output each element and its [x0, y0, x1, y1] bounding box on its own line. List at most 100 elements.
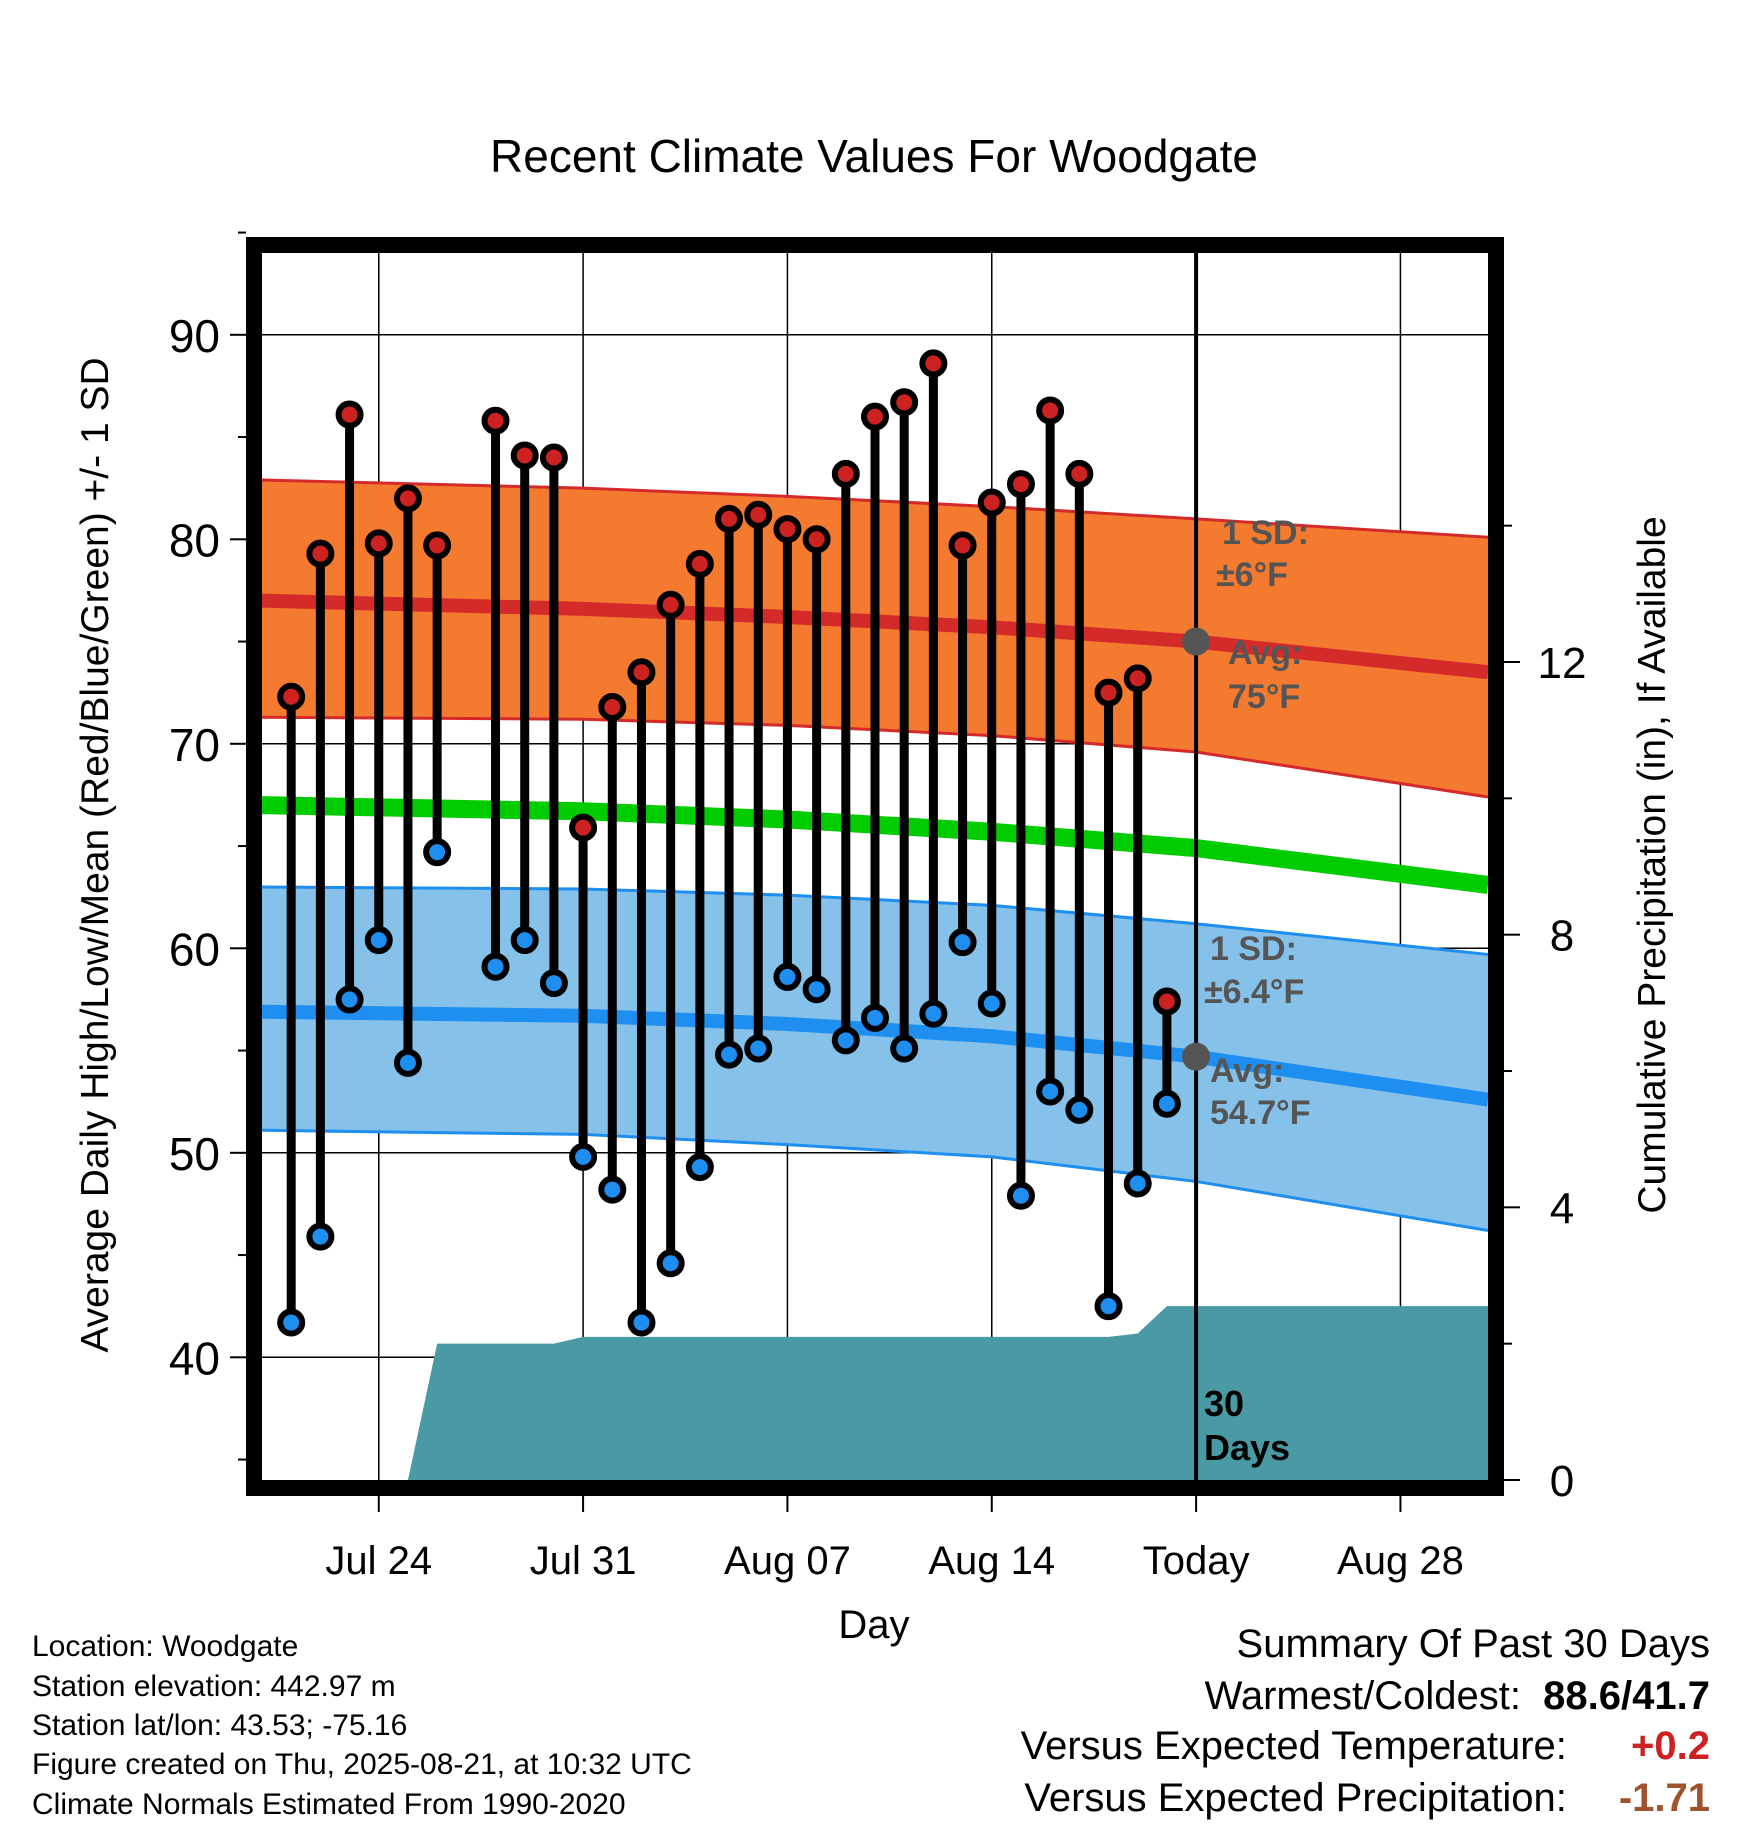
annotations: 1 SD: ±6°F Avg: 75°F 1 SD: ±6.4°F Avg: 54.7°F 30…	[1204, 514, 1311, 1468]
low-point	[569, 1142, 598, 1171]
warm-cold-label: Warmest/Coldest:	[1204, 1674, 1521, 1718]
high-sd-label: 1 SD:	[1222, 514, 1309, 552]
low-point	[539, 969, 568, 998]
high-avg-value: 75°F	[1228, 678, 1300, 716]
high-point	[510, 441, 539, 470]
x-axis-label: Day	[838, 1603, 909, 1647]
info-created: Figure created on Thu, 2025-08-21, at 10…	[32, 1748, 692, 1781]
high-point	[627, 658, 656, 687]
low-point	[1036, 1077, 1065, 1106]
high-normal-line	[261, 593, 1489, 680]
high-point	[364, 529, 393, 558]
low-point	[890, 1034, 919, 1063]
low-point	[335, 985, 364, 1014]
low-point	[306, 1222, 335, 1251]
high-point	[481, 406, 510, 435]
low-point	[861, 1003, 889, 1032]
y2-tick-label: 4	[1550, 1184, 1574, 1233]
low-point	[715, 1040, 744, 1069]
high-lower-edge	[261, 715, 1489, 799]
temp-value: +0.2	[1631, 1724, 1710, 1768]
precipitation-area	[407, 1306, 1488, 1480]
high-point	[977, 488, 1006, 517]
y2-tick-label: 8	[1550, 912, 1574, 961]
high-point	[306, 539, 335, 568]
y2-axis-label: Cumulative Precipitation (in), If Availa…	[1631, 516, 1674, 1213]
high-point	[539, 443, 568, 472]
low-lower-edge	[261, 1128, 1489, 1232]
high-point	[831, 459, 860, 488]
low-point	[685, 1153, 714, 1182]
low-point	[977, 989, 1006, 1018]
low-point	[744, 1034, 773, 1063]
low-point	[1065, 1095, 1094, 1124]
high-point	[1065, 459, 1094, 488]
info-location: Location: Woodgate	[32, 1630, 299, 1663]
plot-border	[246, 237, 1504, 1496]
summary-precip: Versus Expected Precipitation: -1.71	[1024, 1778, 1710, 1818]
low-point	[364, 926, 393, 955]
low-point	[1123, 1169, 1152, 1198]
temp-label: Versus Expected Temperature:	[1020, 1724, 1567, 1768]
y-axis-label: Average Daily High/Low/Mean (Red/Blue/Gr…	[74, 357, 117, 1352]
x-tick-label: Jul 31	[530, 1539, 637, 1583]
low-sd-label: 1 SD:	[1210, 930, 1297, 968]
low-point	[627, 1308, 656, 1337]
warm-cold-value: 88.6/41.7	[1543, 1674, 1710, 1718]
low-band	[262, 886, 1488, 1231]
low-point	[277, 1308, 306, 1337]
y2-tick-label: 12	[1538, 639, 1587, 688]
window-days-label: Days	[1204, 1427, 1290, 1468]
low-point	[1152, 1089, 1181, 1118]
low-point	[598, 1175, 627, 1204]
info-elevation: Station elevation: 442.97 m	[32, 1670, 396, 1703]
info-latlon: Station lat/lon: 43.53; -75.16	[32, 1709, 408, 1742]
y-tick-label: 40	[169, 1332, 220, 1384]
high-upper-edge	[261, 478, 1489, 539]
y-tick-label: 70	[169, 719, 220, 771]
low-normal-line	[261, 1004, 1490, 1107]
high-point	[1036, 396, 1065, 425]
high-point	[335, 400, 364, 429]
low-point	[948, 928, 977, 957]
y-tick-label: 80	[169, 514, 220, 566]
high-point	[919, 349, 948, 378]
high-avg-label: Avg:	[1228, 634, 1302, 672]
low-avg-value: 54.7°F	[1210, 1094, 1311, 1132]
daily-range-stems	[286, 363, 1172, 1323]
low-point	[423, 838, 452, 867]
y-tick-label: 60	[169, 923, 220, 975]
axes: 40 50 60 70 80 90 0 4 8 12 Jul 24 Jul 31 Aug 07 Aug 1…	[169, 231, 1587, 1583]
low-point	[393, 1048, 422, 1077]
summary-warm-cold: Warmest/Coldest: 88.6/41.7	[1205, 1676, 1710, 1716]
info-normals: Climate Normals Estimated From 1990-2020	[32, 1788, 626, 1821]
low-point	[802, 975, 831, 1004]
high-point	[393, 484, 422, 513]
precip-label: Versus Expected Precipitation:	[1024, 1776, 1567, 1820]
high-point	[598, 692, 627, 721]
daily-markers	[277, 349, 1211, 1337]
high-point	[773, 515, 802, 544]
high-sd-value: ±6°F	[1216, 556, 1288, 594]
y-tick-label: 90	[169, 310, 220, 362]
high-point	[656, 590, 685, 619]
mean-normal-line	[261, 796, 1490, 894]
low-point	[481, 952, 510, 981]
low-avg-marker	[1182, 1042, 1211, 1071]
low-upper-edge	[261, 885, 1489, 956]
window-count-label: 30	[1204, 1383, 1244, 1424]
high-point	[423, 531, 452, 560]
summary-temp: Versus Expected Temperature: +0.2	[1021, 1726, 1710, 1766]
x-tick-label: Aug 14	[928, 1539, 1055, 1583]
x-tick-label: Today	[1143, 1539, 1250, 1583]
x-tick-label: Jul 24	[325, 1539, 432, 1583]
low-point	[773, 962, 802, 991]
low-sd-value: ±6.4°F	[1204, 973, 1304, 1011]
high-avg-marker	[1182, 627, 1211, 656]
precip-value: -1.71	[1618, 1776, 1710, 1820]
low-point	[656, 1249, 685, 1278]
chart-title: Recent Climate Values For Woodgate	[490, 130, 1258, 182]
high-point	[948, 531, 977, 560]
low-point	[510, 926, 539, 955]
